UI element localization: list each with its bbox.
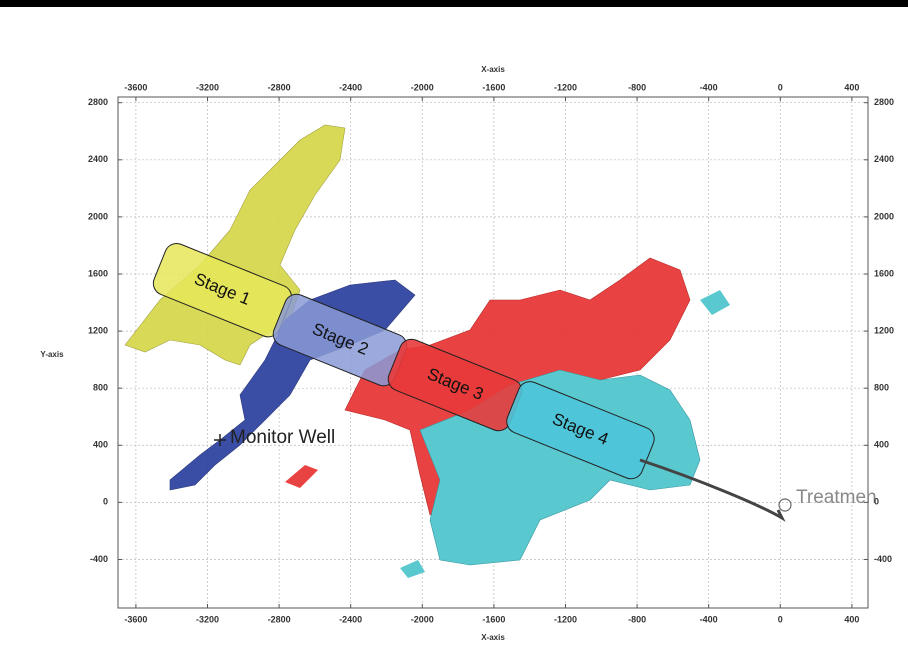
top-bar	[0, 0, 908, 7]
y-tick-label: 2400	[88, 154, 108, 164]
stage-box	[506, 381, 655, 480]
y-tick-label: 1600	[874, 268, 894, 278]
x-tick-label: -800	[628, 614, 646, 624]
y-tick-label: 1600	[88, 268, 108, 278]
x-tick-label: -2800	[268, 614, 291, 624]
y-tick-label: -400	[90, 554, 108, 564]
y-tick-label: 0	[103, 497, 108, 507]
x-tick-label: -1200	[554, 82, 577, 92]
annotation: Treatmen	[796, 487, 877, 508]
y-tick-label: 2800	[874, 97, 894, 107]
x-tick-label: -3600	[124, 82, 147, 92]
y-tick-label: 0	[874, 497, 879, 507]
x-tick-label: -400	[700, 82, 718, 92]
treatment-well-marker	[778, 498, 792, 512]
stage-boxes	[152, 242, 655, 480]
annotation: Monitor Well	[230, 427, 335, 448]
y-tick-label: -400	[874, 554, 892, 564]
x-tick-label: -400	[700, 614, 718, 624]
y-tick-label: 400	[874, 440, 889, 450]
y-tick-label: 400	[93, 440, 108, 450]
x-tick-label: 0	[778, 82, 783, 92]
y-axis-title: Y-axis	[40, 350, 64, 359]
x-tick-label: -1200	[554, 614, 577, 624]
x-tick-label: -2400	[339, 82, 362, 92]
y-tick-label: 2000	[874, 211, 894, 221]
y-tick-label: 800	[93, 383, 108, 393]
cyan-cloud-outlier	[400, 560, 425, 578]
monitor-well-marker	[214, 434, 226, 446]
red-cloud-small	[285, 465, 318, 488]
x-tick-label: -3600	[124, 614, 147, 624]
cyan-cloud-outlier	[700, 290, 730, 315]
x-tick-label: -2400	[339, 614, 362, 624]
x-tick-label: -2000	[411, 82, 434, 92]
x-tick-label: 400	[844, 82, 859, 92]
x-tick-label: -3200	[196, 614, 219, 624]
x-axis-title-bottom: X-axis	[481, 633, 505, 642]
treatment-well-path	[639, 458, 786, 522]
x-tick-label: 400	[844, 614, 859, 624]
x-tick-label: -1600	[482, 82, 505, 92]
x-tick-label: -800	[628, 82, 646, 92]
y-tick-label: 1200	[874, 325, 894, 335]
y-tick-label: 1200	[88, 325, 108, 335]
x-tick-label: 0	[778, 614, 783, 624]
x-axis-title-top: X-axis	[481, 65, 505, 74]
plot-frame	[117, 96, 869, 609]
x-tick-label: -3200	[196, 82, 219, 92]
y-tick-label: 800	[874, 383, 889, 393]
x-tick-label: -2800	[268, 82, 291, 92]
y-tick-label: 2400	[874, 154, 894, 164]
x-tick-label: -2000	[411, 614, 434, 624]
x-tick-label: -1600	[482, 614, 505, 624]
y-tick-label: 2000	[88, 211, 108, 221]
y-tick-label: 2800	[88, 97, 108, 107]
